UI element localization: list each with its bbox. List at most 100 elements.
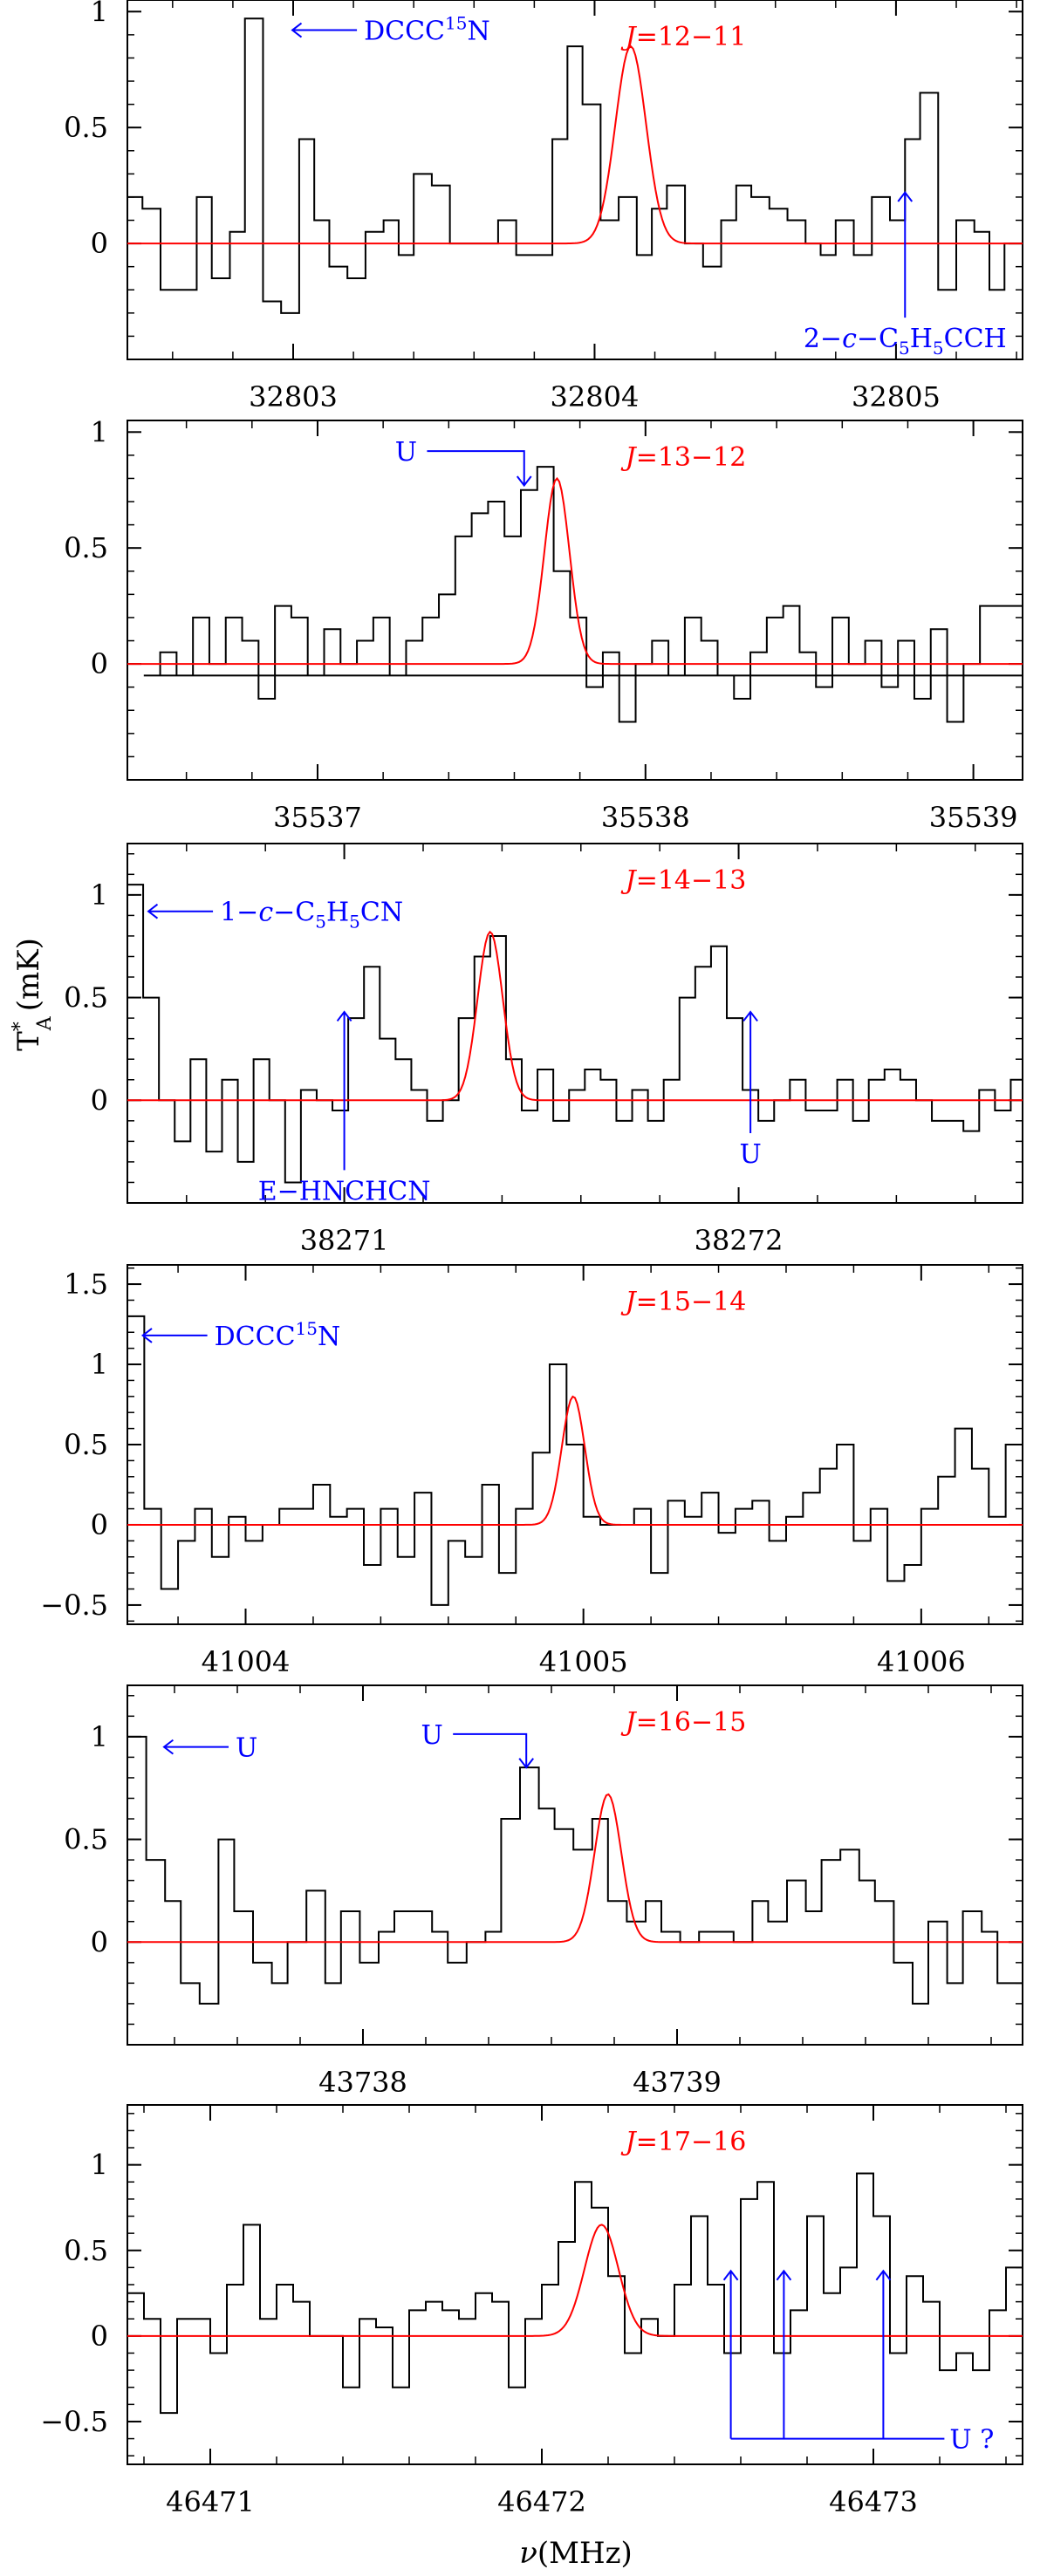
y-tick-label: 0.5 — [64, 981, 108, 1015]
x-axis-label-unit: (MHz) — [537, 2536, 633, 2571]
x-tick-label: 35538 — [601, 801, 690, 834]
x-tick-label: 32805 — [852, 380, 941, 413]
annotation-label: U — [236, 1733, 257, 1764]
arrow-head — [742, 1010, 758, 1022]
y-tick-label: 0.5 — [64, 1428, 108, 1461]
y-tick-label: 0 — [91, 227, 108, 260]
transition-label-text: =17−16 — [636, 2127, 747, 2157]
line-annotation: U — [162, 1733, 257, 1764]
y-tick-label: −0.5 — [40, 1589, 108, 1622]
plot-area — [127, 466, 1023, 723]
transition-label-text: =14−13 — [636, 865, 747, 896]
plot-frame — [127, 843, 1023, 1204]
line-annotation: U — [395, 437, 532, 488]
observed-spectrum — [127, 884, 1023, 1184]
arrow-head — [291, 22, 303, 38]
x-tick-label: 43738 — [318, 2066, 407, 2099]
y-tick-label: 0 — [91, 647, 108, 680]
gaussian-fit — [127, 930, 1023, 1102]
arrow-line — [453, 1732, 528, 1768]
transition-label: J=13−12 — [620, 442, 747, 473]
annotation-label: DCCC15N — [215, 1318, 341, 1352]
line-annotation: U — [421, 1720, 534, 1769]
transition-label: J=16−15 — [620, 1707, 747, 1738]
annotation-label: DCCC15N — [364, 13, 490, 47]
x-tick-label: 41006 — [877, 1645, 966, 1678]
svg-text:ν(MHz): ν(MHz) — [519, 2536, 633, 2571]
plot-area — [127, 2172, 1023, 2415]
x-tick-label: 46471 — [166, 2485, 255, 2518]
transition-label-text: =12−11 — [636, 22, 747, 52]
transition-label: J=12−11 — [620, 22, 747, 52]
transition-label-text: =13−12 — [636, 442, 747, 473]
svg-text:T*A(mK): T* A (mK) — [10, 938, 56, 1051]
y-tick-label: 1 — [91, 1720, 108, 1753]
y-axis-label-unit: (mK) — [11, 938, 46, 1011]
gaussian-fit — [127, 2224, 1023, 2337]
x-tick-label: 38272 — [695, 1224, 784, 1257]
observed-spectrum — [143, 466, 1023, 723]
y-tick-label: 1 — [91, 1348, 108, 1381]
plot-frame — [127, 1684, 1023, 2046]
observed-spectrum — [127, 1315, 1023, 1606]
plot-frame — [127, 420, 1023, 781]
y-tick-label: 0 — [91, 1925, 108, 1958]
plot-area — [127, 17, 1023, 314]
plot-frame — [127, 2104, 1023, 2465]
gaussian-fit — [127, 44, 1023, 245]
y-axis: 00.51 — [64, 415, 1023, 781]
annotation-label: U — [739, 1139, 761, 1170]
y-tick-label: 0.5 — [64, 111, 108, 144]
plot-area — [127, 1735, 1023, 2005]
spectrum-panel-4: −0.5 0 0.5 1 1.5 41004 41005 41006 J=15−14 DCCC15… — [40, 1264, 1023, 1678]
y-axis-label-main: T — [11, 1031, 46, 1051]
transition-label: J=17−16 — [620, 2127, 747, 2157]
gaussian-fit — [127, 1793, 1023, 1944]
x-axis: 35537 35538 35539 — [185, 420, 1018, 834]
transition-label-text: =15−14 — [636, 1287, 747, 1317]
observed-spectrum — [127, 17, 1023, 314]
transition-label: J=15−14 — [620, 1287, 747, 1317]
y-axis: 00.51 — [64, 0, 1023, 360]
arrow-head — [897, 190, 914, 202]
annotation-label: U — [395, 437, 417, 468]
y-tick-label: 1 — [91, 2149, 108, 2182]
y-axis: 00.51 — [64, 1695, 1023, 2046]
x-axis-label: ν(MHz) — [519, 2536, 633, 2571]
y-tick-label: 0.5 — [64, 531, 108, 564]
transition-label: J=14−13 — [620, 865, 747, 896]
x-axis: 41004 41005 41006 — [177, 1265, 990, 1678]
line-annotation: DCCC15N — [140, 1318, 341, 1352]
line-annotation: U ? — [722, 2269, 994, 2456]
transition-label-text: =16−15 — [636, 1707, 747, 1738]
y-axis-label: T* A (mK) — [10, 938, 56, 1051]
gaussian-fit — [127, 1395, 1023, 1526]
y-tick-label: 1 — [91, 0, 108, 28]
arrow-head — [147, 903, 159, 919]
arrow-head — [336, 1010, 352, 1022]
y-tick-label: 0 — [91, 1508, 108, 1541]
x-tick-label: 41005 — [539, 1645, 628, 1678]
x-tick-label: 32804 — [551, 380, 640, 413]
gaussian-fit — [127, 476, 1023, 666]
y-axis: −0.5 0 0.5 1 1.5 — [40, 1267, 1023, 1623]
x-axis: 38271 38272 — [186, 844, 976, 1257]
y-tick-label: 1 — [91, 878, 108, 912]
x-tick-label: 41004 — [202, 1645, 291, 1678]
annotation-label: E−HNCHCN — [258, 1176, 431, 1206]
y-tick-label: 0 — [91, 1083, 108, 1117]
y-tick-label: 1.5 — [64, 1268, 108, 1301]
x-axis: 43738 43739 — [174, 1685, 992, 2099]
x-tick-label: 46472 — [497, 2485, 586, 2518]
arrow-head — [776, 2269, 792, 2281]
plot-area — [127, 884, 1023, 1184]
arrow-head — [875, 2269, 892, 2281]
arrow-head — [722, 2269, 739, 2281]
arrow-head — [516, 475, 532, 488]
x-axis-label-symbol: ν — [519, 2536, 537, 2571]
